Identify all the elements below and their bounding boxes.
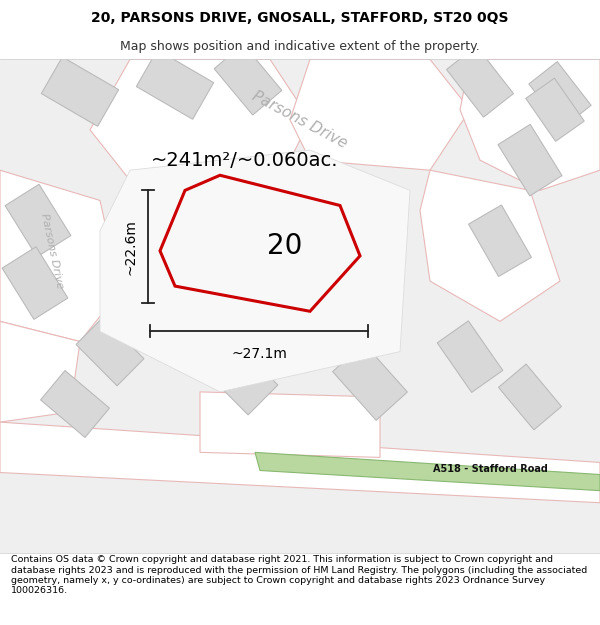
Polygon shape — [0, 321, 80, 422]
Bar — [2, 247, 68, 319]
Bar — [469, 205, 532, 276]
Bar — [498, 124, 562, 196]
Polygon shape — [420, 170, 560, 321]
Polygon shape — [90, 59, 310, 180]
Bar — [332, 343, 407, 421]
Bar — [499, 364, 562, 430]
Polygon shape — [200, 392, 380, 458]
Text: Parsons Drive: Parsons Drive — [39, 213, 65, 289]
Text: Parsons Drive: Parsons Drive — [250, 89, 350, 151]
Bar — [41, 371, 109, 438]
Text: ~27.1m: ~27.1m — [231, 347, 287, 361]
Text: A518 - Stafford Road: A518 - Stafford Road — [433, 464, 547, 474]
Bar — [202, 339, 278, 415]
Bar — [437, 321, 503, 392]
Text: ~22.6m: ~22.6m — [123, 219, 137, 275]
Text: ~241m²/~0.060ac.: ~241m²/~0.060ac. — [151, 151, 339, 169]
Polygon shape — [100, 150, 410, 392]
Polygon shape — [0, 170, 120, 341]
Bar — [446, 46, 514, 117]
Polygon shape — [290, 59, 470, 170]
Bar — [214, 44, 282, 115]
Text: 20, PARSONS DRIVE, GNOSALL, STAFFORD, ST20 0QS: 20, PARSONS DRIVE, GNOSALL, STAFFORD, ST… — [91, 11, 509, 25]
Bar — [526, 78, 584, 141]
Bar — [5, 184, 71, 257]
Bar — [529, 62, 591, 127]
Polygon shape — [255, 452, 600, 491]
Text: Contains OS data © Crown copyright and database right 2021. This information is : Contains OS data © Crown copyright and d… — [11, 555, 587, 596]
Bar — [76, 318, 144, 386]
Bar — [41, 57, 119, 126]
Bar — [136, 50, 214, 119]
Polygon shape — [460, 59, 600, 191]
Polygon shape — [0, 422, 600, 502]
Text: Map shows position and indicative extent of the property.: Map shows position and indicative extent… — [120, 40, 480, 52]
Text: 20: 20 — [268, 232, 302, 260]
